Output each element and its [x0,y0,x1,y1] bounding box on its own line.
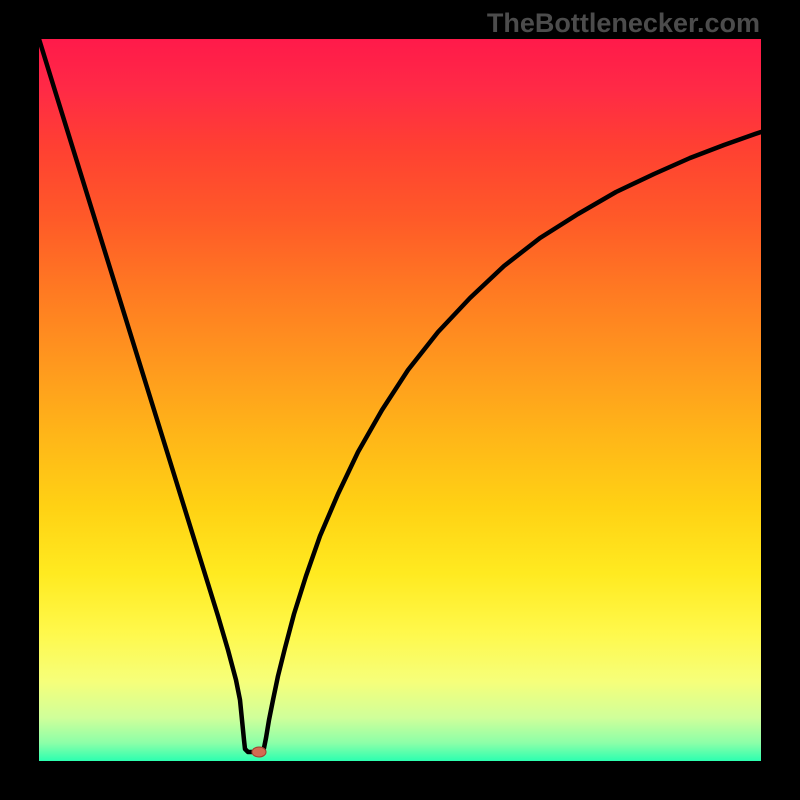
plot-area [39,39,761,761]
chart-frame: TheBottlenecker.com [0,0,800,800]
optimum-marker [252,747,267,758]
curve-layer [39,39,761,761]
watermark-text: TheBottlenecker.com [487,8,760,39]
bottleneck-curve [39,39,761,752]
